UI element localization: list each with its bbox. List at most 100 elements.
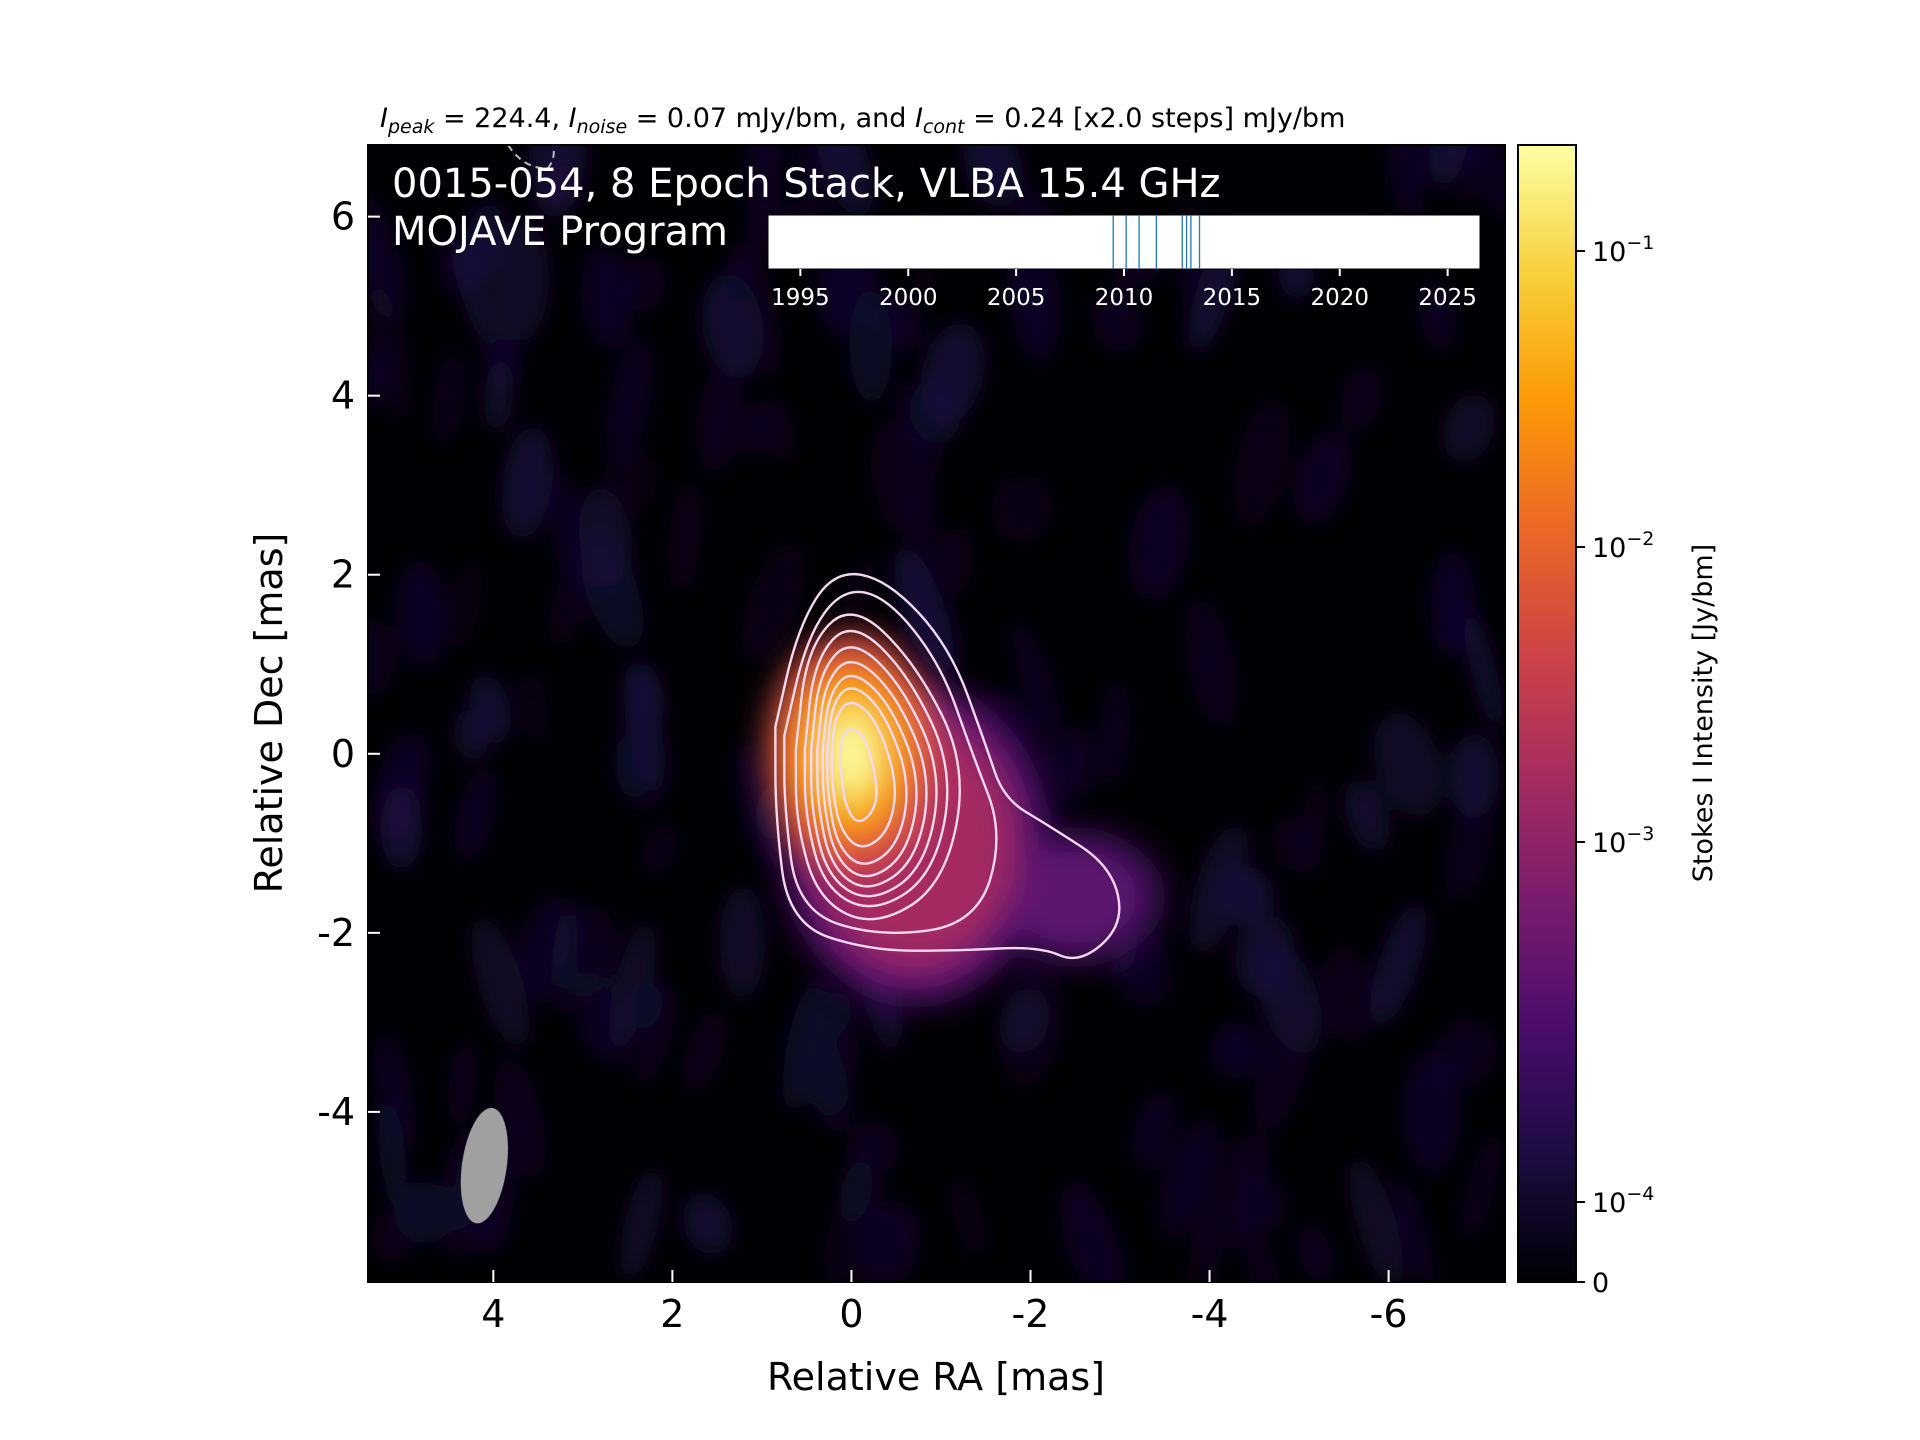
timeline-tick-label-6: 2025 [1418,285,1477,311]
noise-blob-71 [682,1010,727,1093]
noise-blob-111 [1097,679,1131,787]
noise-blob-151 [550,897,579,1019]
contours [774,572,1121,960]
contour-level-2 [794,613,961,921]
y-tick-label-0: 6 [331,195,355,239]
plot-title-line1: 0015-054, 8 Epoch Stack, VLBA 15.4 GHz [392,161,1221,207]
noise-blob-109 [1340,365,1383,432]
noise-blob-124 [634,977,664,1029]
noise-blob-116 [746,145,782,230]
colorbar-tick-label-2: 10−3 [1592,823,1654,859]
colorbar-label: Stokes I Intensity [Jy/bm] [1688,544,1719,882]
noise-blob-82 [1370,903,1427,1026]
noise-blob-52 [951,1177,986,1258]
timeline-epochs [1112,215,1201,269]
timeline-tick-label-1: 2000 [879,285,938,311]
noise-blob-36 [1349,1157,1404,1282]
noise-blob-64 [620,1167,663,1280]
noise-blob-89 [548,548,595,647]
noise-blob-29 [370,1209,415,1263]
noise-blob-19 [449,557,483,650]
noise-blob-8 [396,559,448,668]
noise-blob-102 [870,418,935,536]
x-tick-label-4: -4 [1191,1292,1229,1336]
noise-blob-48 [529,145,588,219]
dashed-arc [507,145,555,170]
y-axis-label: Relative Dec [mas] [247,533,291,894]
header-stats: Ipeak = 224.4, Inoise = 0.07 mJy/bm, and… [380,103,1345,138]
noise-blob-49 [1388,145,1426,220]
noise-blob-94 [1060,1181,1126,1282]
noise-blob-132 [1463,608,1504,732]
contour-level-1 [783,590,998,935]
noise-blob-123 [824,1166,884,1282]
noise-blob-149 [811,989,859,1119]
noise-blob-143 [719,885,766,999]
contour-level-3 [803,629,949,908]
noise-blob-117 [1401,1050,1462,1174]
x-axis-label: Relative RA [mas] [767,1355,1105,1399]
noise-blob-14 [1011,620,1061,736]
plot-area: 0015-054, 8 Epoch Stack, VLBA 15.4 GHz M… [367,144,1506,1283]
noise-blob-33 [1185,599,1238,729]
noise-blob-25 [1373,712,1443,817]
noise-blob-63 [453,710,488,761]
noise-blob-68 [372,731,431,841]
colorbar-tick-label-4: 0 [1592,1268,1609,1299]
noise-blob-76 [760,397,796,463]
noise-blob-113 [471,917,530,1048]
colorbar-tick-label-0: 10−1 [1592,232,1654,268]
noise-blob-87 [368,346,397,407]
noise-blob-35 [667,479,703,596]
x-tick-label-3: -2 [1012,1292,1050,1336]
timeline-tick-label-4: 2015 [1203,285,1262,311]
plot-frame [367,144,1506,1283]
timeline-tick-label-5: 2020 [1310,285,1369,311]
y-tick-label-1: 4 [331,374,355,418]
noise-blob-142 [1442,393,1496,463]
contour-level-4 [810,646,938,898]
contour-level-8 [830,701,896,848]
noise-blob-51 [628,256,666,312]
noise-blob-129 [873,292,922,352]
noise-blob-17 [520,669,548,745]
noise-blob-112 [1298,776,1327,881]
noise-blob-150 [1233,1130,1268,1251]
noise-blob-157 [991,475,1053,543]
colorbar: 10−1 10−2 10−3 10−4 0 Stokes I Intensity [Jy… [1517,144,1719,1299]
noise-blob-107 [1460,1131,1502,1242]
noise-blob-50 [682,1193,733,1255]
noise-blob-101 [1297,1223,1333,1282]
noise-blob-159 [940,526,974,599]
noise-blob-119 [999,987,1051,1054]
timeline-ticks: 1995 2000 2005 2010 2015 2020 2025 [771,269,1477,311]
noise-blob-78 [454,768,498,863]
noise-blob-45 [696,370,743,472]
noise-blob-83 [368,187,406,321]
noise-blob-144 [437,242,472,297]
colorbar-tick-label-3: 10−4 [1592,1183,1654,1219]
contour-level-0 [774,572,1121,960]
contour-level-6 [821,674,918,878]
noise-blob-126 [1394,1177,1434,1282]
noise-blob-128 [814,145,873,218]
noise-blob-118 [1461,145,1505,226]
x-tick-label-0: 4 [481,1292,505,1336]
noise-blob-125 [1128,485,1191,601]
contour-level-5 [816,661,928,888]
noise-blob-61 [1131,1089,1176,1173]
timeline-tick-label-0: 1995 [771,285,830,311]
noise-blob-84 [1233,397,1290,528]
timeline-box [767,214,1481,270]
noise-blob-154 [1187,1201,1223,1282]
noise-blob-153 [1188,824,1249,953]
y-tick-label-4: -2 [317,911,355,955]
timeline-tick-label-3: 2010 [1095,285,1154,311]
noise-blob-90 [741,542,806,666]
noise-blob-158 [843,554,876,619]
noise-blob-131 [1254,999,1313,1132]
noise-blob-100 [894,546,954,676]
x-axis-ticks: 4 2 0 -2 -4 -6 [481,1270,1408,1336]
x-tick-label-1: 2 [660,1292,684,1336]
